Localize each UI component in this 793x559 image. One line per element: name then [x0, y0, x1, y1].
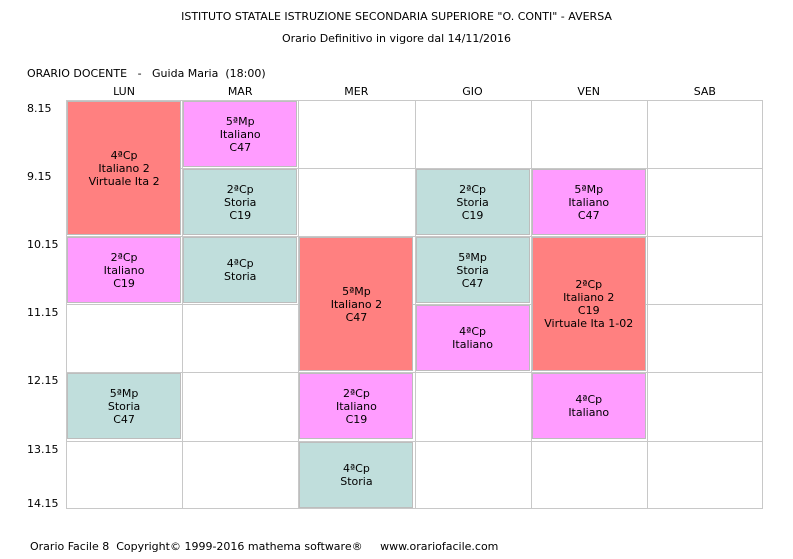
day-header-gio: GIO — [462, 85, 483, 98]
day-header-lun: LUN — [113, 85, 135, 98]
lesson-block[interactable]: 4ªCp Italiano 2 Virtuale Ita 2 — [67, 101, 182, 236]
lesson-detail: Italiano 2 — [563, 291, 615, 305]
lesson-detail: C19 — [229, 208, 252, 222]
lesson-detail: Virtuale Ita 1-02 — [544, 317, 634, 331]
lesson-class: 2ªCp — [110, 250, 138, 264]
lesson-class: 5ªMp — [574, 182, 604, 196]
day-header-mer: MER — [344, 85, 369, 98]
lesson-block[interactable]: 5ªMp Storia C47 — [67, 373, 182, 440]
time-label: 14.15 — [27, 496, 59, 510]
lesson-block[interactable]: 4ªCp Storia — [299, 441, 414, 508]
lesson-detail: C47 — [113, 412, 135, 426]
lesson-detail: Italiano — [219, 127, 261, 141]
lesson-detail: Italiano 2 — [98, 161, 150, 175]
grid-column-line — [646, 100, 648, 509]
lesson-block[interactable]: 2ªCp Italiano C19 — [299, 373, 414, 440]
lesson-block[interactable]: 5ªMp Italiano 2 C47 — [299, 237, 414, 372]
lesson-detail: Storia — [456, 263, 489, 277]
lesson-detail: C19 — [577, 304, 600, 318]
lesson-class: 2ªCp — [575, 278, 603, 292]
lesson-class: 2ªCp — [342, 386, 370, 400]
lesson-detail: C19 — [461, 208, 484, 222]
schedule-subtitle: Orario Definitivo in vigore dal 14/11/20… — [281, 32, 512, 45]
lesson-class: 5ªMp — [458, 250, 487, 264]
lesson-detail: Storia — [107, 399, 141, 413]
lesson-detail: C47 — [577, 208, 600, 222]
time-label: 8.15 — [27, 102, 52, 115]
time-label: 10.15 — [27, 238, 59, 252]
grid-column-line — [182, 100, 184, 509]
lesson-detail: Italiano — [103, 263, 145, 277]
lesson-detail: C19 — [345, 412, 368, 426]
lesson-class: 2ªCp — [459, 182, 486, 196]
time-label: 9.15 — [27, 170, 52, 184]
time-label: 13.15 — [27, 442, 59, 456]
lesson-block[interactable]: 5ªMp Storia C47 — [415, 237, 530, 304]
day-header-sab: SAB — [693, 85, 716, 98]
lesson-detail: Italiano — [335, 399, 377, 413]
school-title: ISTITUTO STATALE ISTRUZIONE SECONDARIA S… — [181, 10, 612, 23]
lesson-class: 4ªCp — [575, 393, 603, 407]
lesson-block[interactable]: 2ªCp Italiano C19 — [67, 237, 182, 304]
lesson-detail: Virtuale Ita 2 — [88, 174, 160, 188]
lesson-detail: C47 — [229, 140, 252, 154]
lesson-class: 2ªCp — [226, 182, 254, 196]
lesson-block[interactable]: 2ªCp Italiano 2 C19 Virtuale Ita 1-02 — [531, 237, 646, 372]
lesson-detail: Storia — [224, 270, 257, 284]
day-header-ven: VEN — [577, 85, 601, 98]
lesson-detail: C47 — [345, 310, 368, 324]
time-label: 12.15 — [27, 374, 59, 388]
lesson-detail: Storia — [456, 195, 489, 209]
lesson-detail: Italiano — [568, 195, 610, 209]
lesson-detail: Italiano 2 — [330, 297, 383, 311]
lesson-block[interactable]: 5ªMp Italiano C47 — [183, 101, 298, 168]
lesson-class: 5ªMp — [342, 284, 371, 298]
lesson-block[interactable]: 4ªCp Italiano — [531, 373, 646, 440]
lesson-class: 4ªCp — [342, 461, 370, 475]
lesson-block[interactable]: 4ªCp Storia — [183, 237, 298, 304]
lesson-detail: Italiano — [568, 406, 610, 420]
lesson-detail: Italiano — [452, 338, 493, 352]
grid-column-line — [414, 100, 416, 509]
lesson-class: 5ªMp — [109, 386, 139, 400]
lesson-class: 5ªMp — [225, 114, 255, 128]
lesson-block[interactable]: 2ªCp Storia C19 — [183, 169, 298, 236]
time-label: 11.15 — [27, 306, 59, 320]
grid-column-line — [530, 100, 532, 509]
lesson-class: 4ªCp — [459, 325, 486, 339]
lesson-detail: Storia — [340, 474, 373, 488]
lesson-block[interactable]: 2ªCp Storia C19 — [415, 169, 530, 236]
day-header-mar: MAR — [227, 85, 253, 98]
lesson-class: 4ªCp — [226, 257, 254, 271]
footer-copyright: Orario Facile 8 Copyright© 1999-2016 mat… — [30, 540, 499, 553]
teacher-line: ORARIO DOCENTE - Guida Maria (18:00) — [27, 67, 266, 80]
lesson-class: 4ªCp — [110, 148, 138, 162]
lesson-detail: Storia — [224, 195, 257, 209]
grid-column-line — [298, 100, 300, 509]
lesson-block[interactable]: 4ªCp Italiano — [415, 305, 530, 372]
lesson-detail: C47 — [461, 276, 484, 290]
lesson-detail: C19 — [113, 276, 135, 290]
lesson-block[interactable]: 5ªMp Italiano C47 — [531, 169, 646, 236]
